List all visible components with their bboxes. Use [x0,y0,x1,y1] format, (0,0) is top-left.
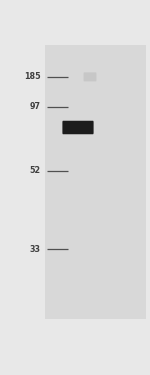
Text: 52: 52 [29,166,40,175]
Text: 97: 97 [30,102,40,111]
Bar [45,45,146,319]
FancyBboxPatch shape [62,121,94,134]
Text: 33: 33 [30,245,40,254]
FancyBboxPatch shape [84,72,96,81]
Text: 185: 185 [24,72,40,81]
